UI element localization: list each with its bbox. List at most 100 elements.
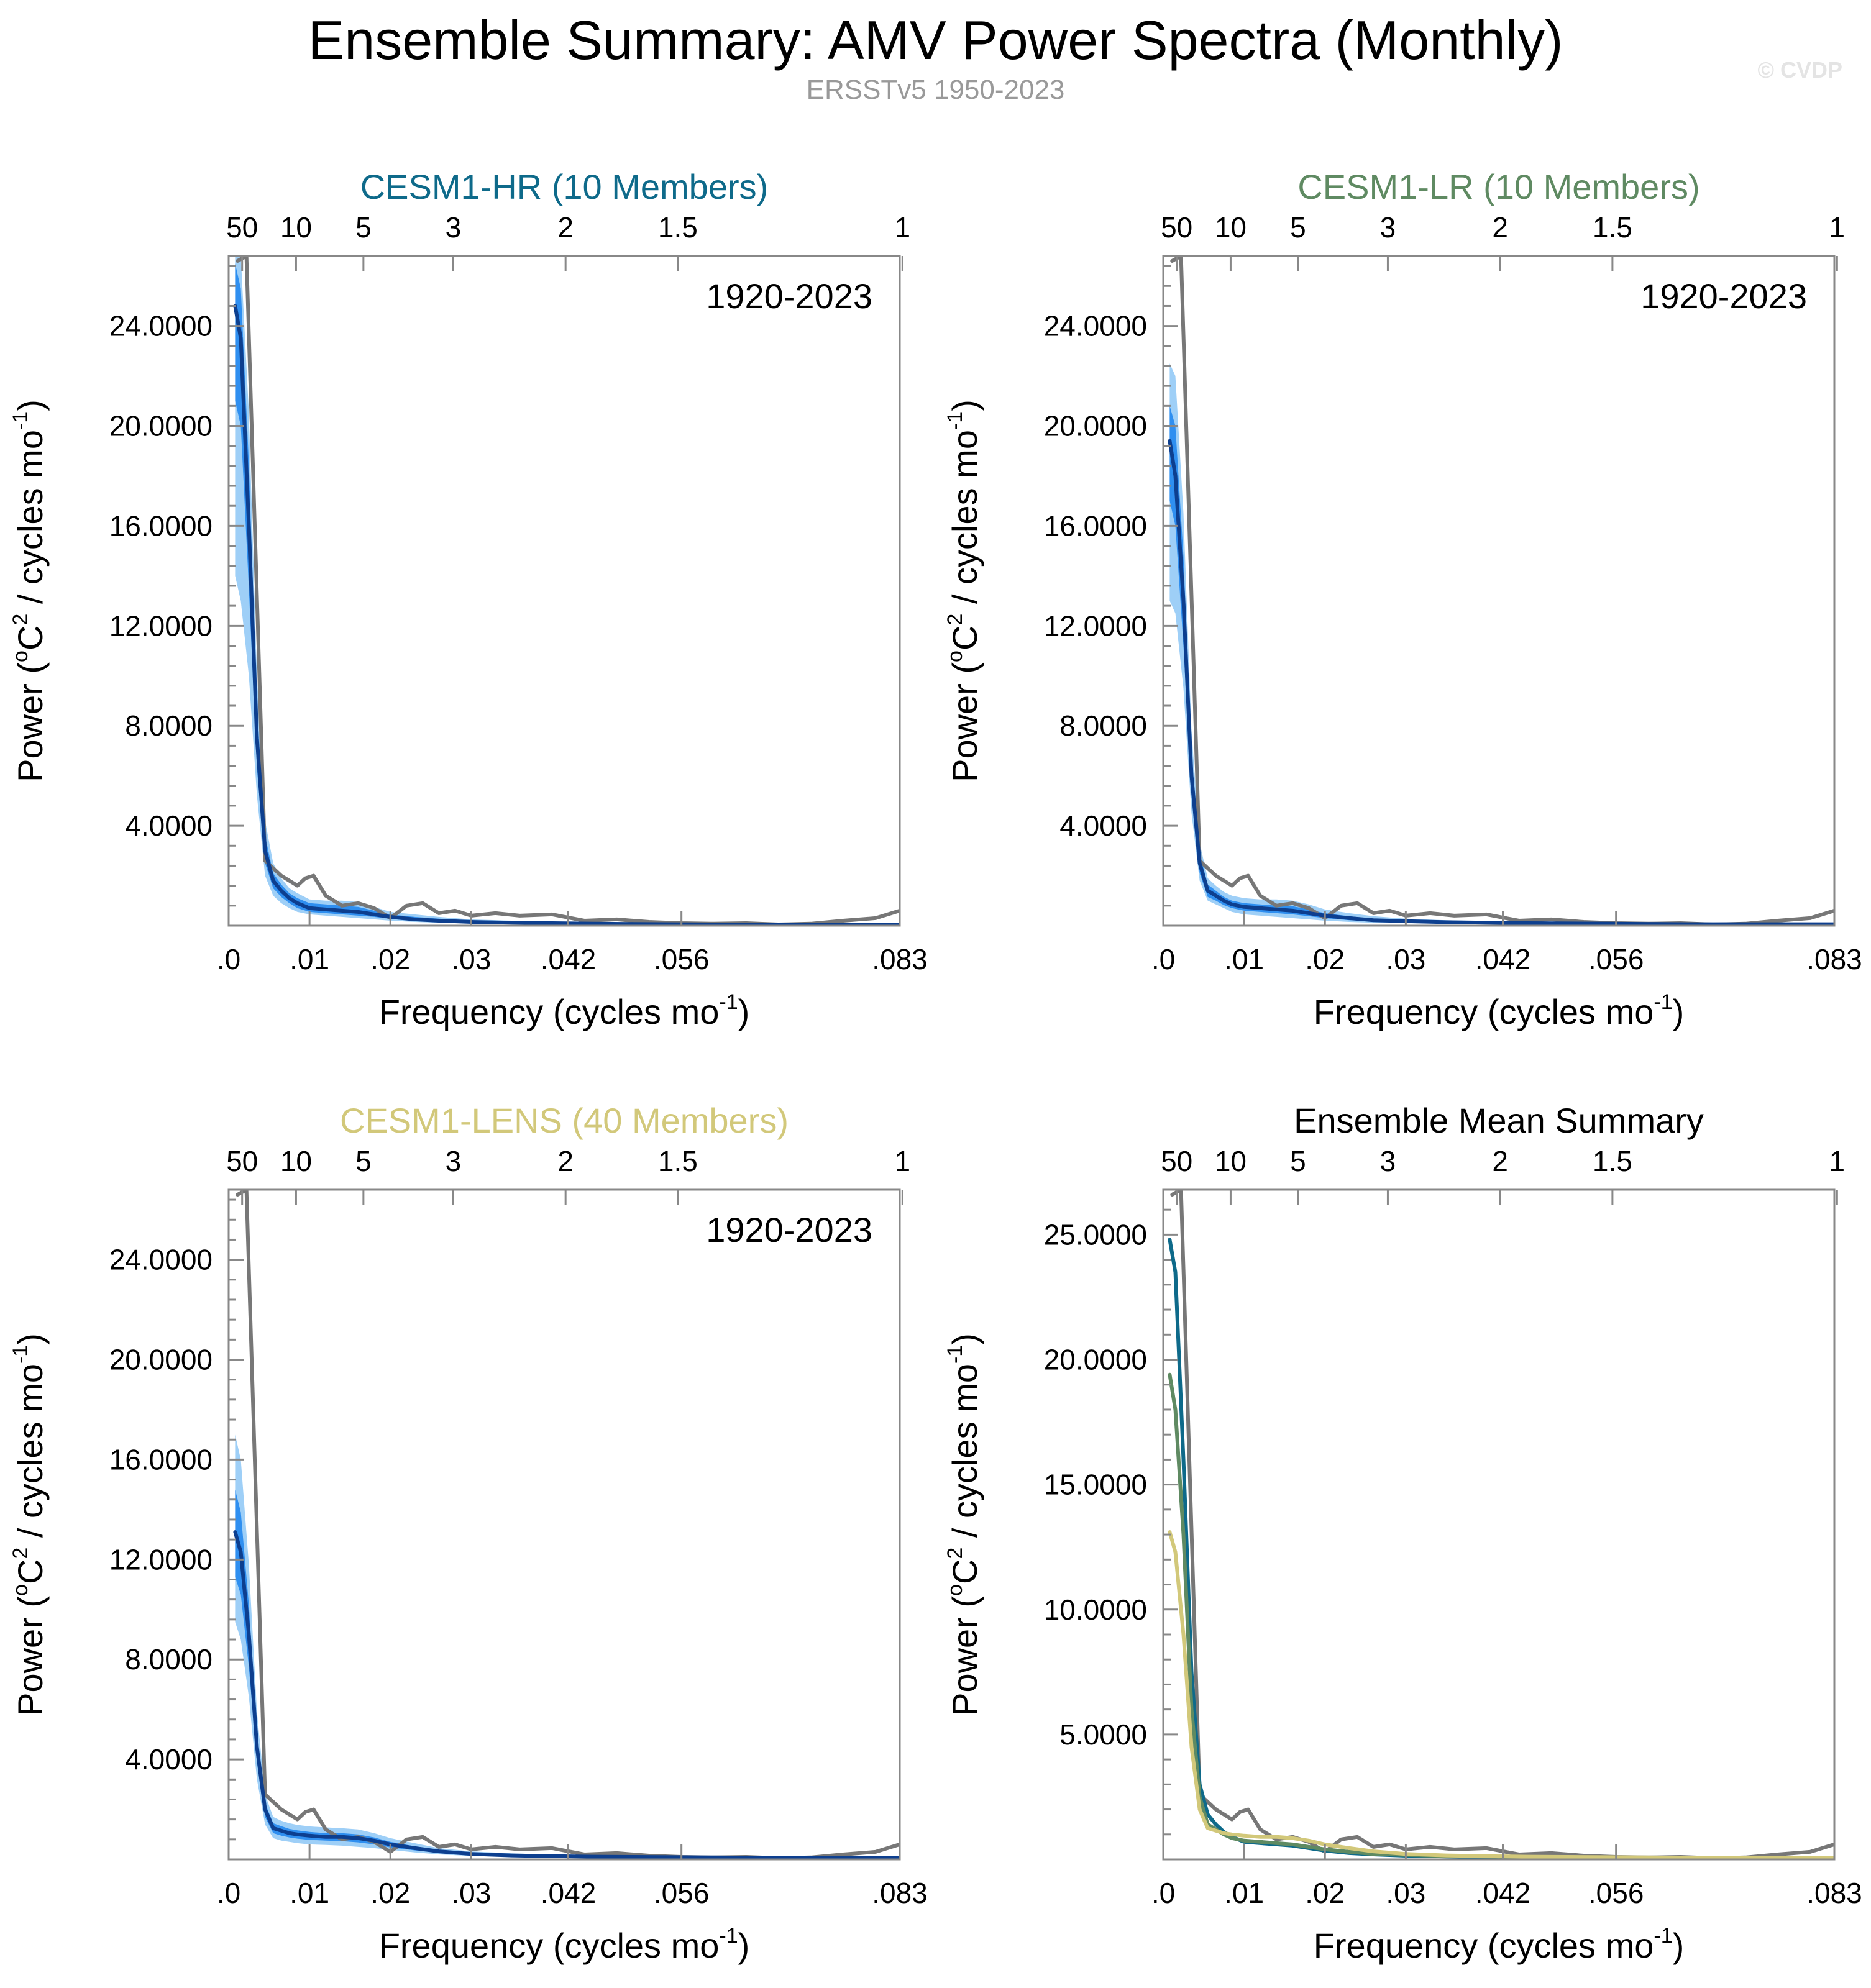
x-tick-label: .02 [370,1877,410,1909]
x-tick-label: .02 [1305,943,1345,975]
y-tick-label: 24.0000 [1044,310,1147,342]
y-axis-label-text: / cycles mo [945,430,984,614]
period-tick-label: 10 [1215,1145,1247,1177]
x-tick-label: .03 [451,1877,491,1909]
period-tick-label: 1.5 [658,1145,698,1177]
period-tick-label: 10 [280,211,312,244]
y-tick-label: 25.0000 [1044,1218,1147,1251]
period-tick-label: 3 [1380,211,1396,244]
x-axis-label-sup: -1 [719,1924,738,1948]
spread-band-inner [1169,406,1834,924]
x-axis-label-sup: -1 [1654,1924,1672,1948]
y-axis-label-text: ) [11,1333,50,1345]
chart-panel-3: 4.0000 8.0000 12.0000 16.0000 20.0000 24.0000… [9,1101,928,1965]
y-tick-label: 4.0000 [125,809,213,842]
x-tick-label: .0 [217,943,240,975]
period-tick-label: 5 [1290,1145,1306,1177]
period-tick-label: 5 [355,211,372,244]
figure-title: Ensemble Summary: AMV Power Spectra (Mon… [308,9,1563,71]
x-axis-label-end: ) [738,992,750,1031]
y-axis-label: Power (oC2 / cycles mo-1) [9,399,50,782]
y-tick-label: 16.0000 [1044,509,1147,542]
period-tick-label: 1 [895,211,911,244]
y-axis-label-sup: 2 [9,614,32,626]
period-tick-label: 1 [1829,211,1846,244]
y-tick-label: 20.0000 [109,410,213,442]
y-axis-label-text: Power ( [11,1596,50,1716]
period-tick-label: 3 [1380,1145,1396,1177]
x-axis-label: Frequency (cycles mo-1) [379,1924,750,1965]
period-tick-label: 10 [1215,211,1247,244]
panel-title: CESM1-LR (10 Members) [1297,167,1699,206]
y-tick-label: 20.0000 [1044,410,1147,442]
y-tick-label: 12.0000 [1044,609,1147,642]
plot-area [1168,1190,1834,1859]
y-axis-label-sup: o [9,650,32,662]
observed-spectrum-line [1170,256,1834,926]
x-axis-label-end: ) [738,1926,750,1965]
figure-subtitle: ERSSTv5 1950-2023 [806,75,1065,105]
series-line-cesm1-lr [1168,1372,1834,1859]
panel-title: CESM1-LENS (40 Members) [340,1101,789,1140]
observed-spectrum-line [236,256,900,926]
y-axis-label-text: Power ( [945,662,984,782]
period-tick-label: 1.5 [1593,211,1632,244]
plot-frame [227,1188,901,1861]
y-axis-label-text: C [11,626,50,650]
y-tick-label: 20.0000 [1044,1344,1147,1376]
y-tick-label: 8.0000 [125,1643,213,1676]
y-tick-label: 4.0000 [125,1743,213,1776]
x-axis-label: Frequency (cycles mo-1) [1314,1924,1685,1965]
y-tick-label: 8.0000 [125,709,213,742]
x-tick-label: .083 [1806,1877,1862,1909]
spread-band-outer [1169,363,1834,925]
y-axis-label-sup: o [9,1584,32,1596]
y-tick-label: 10.0000 [1044,1594,1147,1626]
x-tick-label: .042 [1475,943,1531,975]
period-annotation: 1920-2023 [706,1210,872,1249]
observed-spectrum-line [236,1190,900,1859]
x-tick-label: .03 [451,943,491,975]
y-axis-label: Power (oC2 / cycles mo-1) [943,399,984,782]
y-axis-label-text: / cycles mo [945,1364,984,1548]
y-axis-label: Power (oC2 / cycles mo-1) [943,1333,984,1716]
y-axis-label-sup: 2 [943,1548,967,1559]
y-axis-label-text: ) [945,399,984,411]
x-tick-label: .0 [1151,1877,1175,1909]
y-tick-label: 15.0000 [1044,1469,1147,1501]
period-tick-label: 2 [1492,211,1508,244]
x-tick-label: .0 [217,1877,240,1909]
period-tick-label: 2 [557,1145,574,1177]
x-tick-label: .02 [1305,1877,1345,1909]
x-tick-label: .01 [290,943,329,975]
x-tick-label: .056 [1588,943,1644,975]
x-tick-label: .0 [1151,943,1175,975]
x-tick-label: .01 [290,1877,329,1909]
y-axis-label-text: / cycles mo [11,430,50,614]
y-axis-label-text: C [945,626,984,650]
x-tick-label: .056 [654,943,710,975]
y-tick-label: 24.0000 [109,1244,213,1276]
x-axis-label-sup: -1 [1654,990,1672,1014]
y-axis-label-text: ) [11,399,50,411]
y-tick-label: 16.0000 [109,1443,213,1475]
period-tick-label: 1 [1829,1145,1846,1177]
x-axis-label-text: Frequency (cycles mo [1314,992,1654,1031]
y-axis-label-sup: -1 [943,411,967,430]
y-axis-label-sup: o [943,650,967,662]
period-tick-label: 50 [226,211,258,244]
y-axis-label-text: ) [945,1333,984,1345]
plot-frame [1162,255,1836,927]
spread-band-outer [235,256,900,925]
spread-band-outer [235,1434,900,1858]
x-axis-label-text: Frequency (cycles mo [379,992,720,1031]
x-axis-label-sup: -1 [719,990,738,1014]
y-axis-label: Power (oC2 / cycles mo-1) [9,1333,50,1716]
x-tick-label: .01 [1224,943,1264,975]
panel-title: CESM1-HR (10 Members) [360,167,769,206]
chart-panel-1: 4.0000 8.0000 12.0000 16.0000 20.0000 24.0000… [9,167,928,1031]
plot-area [233,1190,900,1859]
y-tick-label: 20.0000 [109,1344,213,1376]
x-tick-label: .03 [1386,1877,1425,1909]
y-tick-label: 4.0000 [1059,809,1147,842]
